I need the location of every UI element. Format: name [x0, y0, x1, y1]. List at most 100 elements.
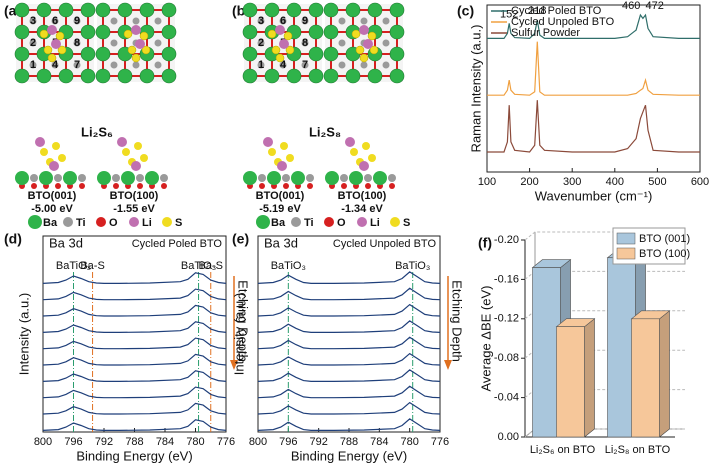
ti-atom: [382, 39, 390, 47]
site-number: 6: [52, 15, 58, 27]
s-atom: [280, 142, 288, 150]
o-atom: [79, 183, 85, 189]
ba-atom: [389, 2, 405, 18]
ba-atom: [95, 68, 111, 84]
y-tick-label: -0.12: [494, 313, 519, 325]
site-number: 4: [280, 59, 287, 71]
ba-atom: [121, 171, 135, 185]
ba-atom: [373, 171, 387, 185]
ba-atom: [39, 171, 53, 185]
ba-atom: [80, 2, 96, 18]
x-tick-label: 776: [217, 436, 235, 448]
o-atom: [259, 183, 265, 189]
ba-atom: [36, 68, 52, 84]
s-atom: [123, 29, 133, 39]
s-atom: [39, 29, 49, 39]
ba-atom: [80, 46, 96, 62]
x-tick-label: 780: [400, 436, 418, 448]
bar: [630, 310, 671, 438]
ti-atom: [257, 61, 265, 69]
x-axis-label: Binding Energy (eV): [291, 448, 407, 463]
site-number: 8: [74, 37, 80, 49]
x-tick-label: 800: [34, 436, 52, 448]
series-line: [42, 304, 227, 317]
site-number: 9: [302, 15, 308, 27]
s-atom: [283, 31, 293, 41]
ti-atom: [78, 174, 86, 182]
li-atom: [279, 39, 289, 49]
reference-label: Ba-S: [199, 260, 223, 272]
x-tick-label: 300: [563, 176, 581, 188]
s-atom: [271, 45, 281, 55]
x-tick-label: 788: [340, 436, 358, 448]
ba-atom: [80, 24, 96, 40]
series-line: [487, 100, 700, 153]
o-atom: [283, 183, 289, 189]
site-number: 8: [302, 37, 308, 49]
o-atom: [341, 183, 347, 189]
ba-atom: [161, 46, 177, 62]
y-axis-label: Intensity (a.u.): [16, 293, 31, 375]
ti-atom: [279, 61, 287, 69]
ti-atom: [382, 61, 390, 69]
s-atom: [267, 29, 277, 39]
reference-label: BaTiO₃: [56, 260, 91, 272]
panel-label: (e): [232, 231, 249, 247]
site-number: 7: [74, 59, 80, 71]
ti-atom: [360, 61, 368, 69]
x-tick-label: 200: [520, 176, 538, 188]
y-tick-label: -0.16: [494, 273, 519, 285]
site-number: 2: [258, 37, 264, 49]
bar-side: [584, 318, 595, 438]
series-line: [42, 353, 227, 366]
reference-label: BaTiO₃: [395, 260, 430, 272]
ti-atom: [282, 174, 290, 182]
ti-atom: [132, 17, 140, 25]
o-atom: [307, 183, 313, 189]
ba-atom: [264, 2, 280, 18]
ba-atom: [14, 2, 30, 18]
ba-atom: [36, 2, 52, 18]
x-tick-label: 780: [186, 436, 204, 448]
reference-label: Ba-S: [80, 260, 104, 272]
ti-atom: [340, 174, 348, 182]
series-line: [42, 386, 227, 399]
ba-atom: [367, 68, 383, 84]
plot-frame: [486, 4, 701, 173]
ba-atom: [308, 68, 324, 84]
site-number: 2: [30, 37, 36, 49]
series-line: [257, 352, 441, 366]
o-atom: [161, 183, 167, 189]
adsorption-energy: -5.19 eV: [259, 203, 301, 215]
legend-label: S: [175, 217, 182, 229]
series-line: [42, 288, 227, 301]
structure-name: BTO(001): [256, 190, 305, 202]
s-atom: [139, 31, 149, 41]
s-atom: [275, 53, 285, 63]
series-line: [42, 419, 227, 431]
series-line: [257, 369, 441, 382]
ba-atom: [349, 171, 363, 185]
series-line: [257, 287, 441, 301]
chart-title: Cycled Poled BTO: [132, 238, 223, 250]
peak-label: 460: [622, 0, 640, 12]
core-level: Ba 3d: [264, 235, 298, 250]
series-line: [257, 303, 441, 317]
legend-label: Cycled Unpoled BTO: [511, 16, 615, 28]
y-axis-label: Raman Intensity (a.u.): [468, 25, 483, 153]
ba-atom: [291, 171, 305, 185]
ti-atom: [279, 17, 287, 25]
li-atom: [51, 39, 61, 49]
li-atom: [49, 161, 59, 171]
ba-atom: [345, 2, 361, 18]
y-tick-label: -0.20: [494, 234, 519, 246]
ba-atom: [14, 46, 30, 62]
series-line: [42, 321, 227, 333]
legend-label: BTO (100): [639, 248, 690, 260]
series-line: [487, 41, 700, 96]
ti-atom: [258, 174, 266, 182]
ti-atom: [29, 17, 37, 25]
ti-atom: [73, 39, 81, 47]
adsorption-energy: -5.00 eV: [31, 203, 73, 215]
chart-title: Cycled Unpoled BTO: [333, 238, 437, 250]
